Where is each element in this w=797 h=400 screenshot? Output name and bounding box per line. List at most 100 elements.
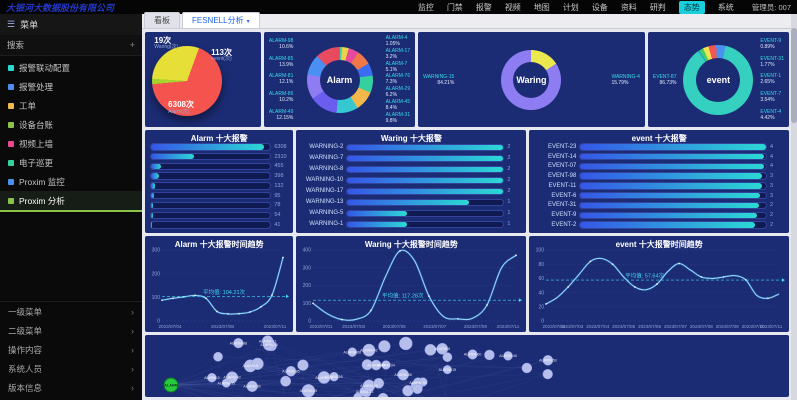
row-overview-donuts: 6308次 Alarm(次) 19次 Waring(次) 113次 event(次) Al… bbox=[145, 32, 789, 127]
bar-value: 78 bbox=[274, 202, 281, 209]
waring-trend-chart: 0 100 200 300 400 平均值: 117.28次 2023/07/01 2023/… bbox=[298, 247, 524, 330]
tab-active[interactable]: FESNELL分析 ▾ bbox=[182, 12, 260, 28]
top-menu-item[interactable]: 研判 bbox=[649, 2, 666, 12]
top-bar: 大银河大数据股份有限公司 监控 门禁 报警 视频 地图 计划 设备 资料 研判 态势 系统 管理员:… bbox=[0, 0, 797, 14]
bar-label: WARNING-17 bbox=[305, 188, 344, 195]
sidebar-item[interactable]: Proxim 监控 bbox=[0, 172, 142, 191]
svg-text:2023/07/03: 2023/07/03 bbox=[342, 324, 365, 329]
overview-pie-panel: 6308次 Alarm(次) 19次 Waring(次) 113次 event(次) bbox=[145, 32, 261, 127]
bar-track bbox=[346, 209, 505, 218]
sidebar-footer-item[interactable]: 二级菜单 › bbox=[0, 321, 142, 340]
top-menu-item[interactable]: 报警 bbox=[475, 2, 492, 12]
svg-text:ALARM-8: ALARM-8 bbox=[434, 347, 450, 351]
alarm-top10-bars: 6308 2310 455 398 132 95 78 54 41 bbox=[150, 142, 288, 230]
bar-row: WARNING-2 2 bbox=[301, 143, 521, 152]
bar-label: EVENT-31 bbox=[548, 202, 577, 209]
sidebar-footer-item[interactable]: 一级菜单 › bbox=[0, 302, 142, 321]
pie-chart bbox=[152, 46, 222, 116]
sidebar-header[interactable]: ☰ 菜单 bbox=[0, 14, 142, 35]
bar-track bbox=[150, 211, 272, 219]
top-menu-item[interactable]: 计划 bbox=[562, 2, 579, 12]
expand-icon: + bbox=[129, 40, 135, 50]
bar-track bbox=[150, 201, 272, 210]
bar-label: EVENT-9 bbox=[551, 212, 577, 219]
svg-text:ALARM-5: ALARM-5 bbox=[204, 376, 220, 380]
pie-slice-label: 19次 Waring(次) bbox=[154, 35, 179, 50]
bar-label: WARNING-8 bbox=[309, 166, 344, 173]
svg-text:0: 0 bbox=[309, 319, 312, 325]
bar-row: EVENT-6 3 bbox=[534, 192, 784, 200]
top-menu-item[interactable]: 监控 bbox=[417, 2, 434, 12]
svg-text:300: 300 bbox=[303, 265, 312, 271]
sidebar-item[interactable]: 设备台账 bbox=[0, 115, 142, 134]
donut-ring: Alarm bbox=[306, 46, 373, 113]
sidebar-footer-item[interactable]: 操作内容 › bbox=[0, 340, 142, 359]
top-menu-item[interactable]: 地图 bbox=[533, 2, 550, 12]
sidebar-item[interactable]: 报警处理 bbox=[0, 77, 142, 96]
bar-track bbox=[579, 182, 768, 190]
sidebar-item[interactable]: Proxim 分析 bbox=[0, 191, 142, 212]
chevron-down-icon: ▾ bbox=[246, 19, 250, 25]
sidebar-search[interactable]: 搜索 + bbox=[0, 35, 142, 56]
bar-value: 3 bbox=[770, 192, 774, 199]
bar-value: 132 bbox=[274, 182, 284, 189]
svg-text:200: 200 bbox=[152, 271, 161, 277]
top-menu-item[interactable]: 设备 bbox=[591, 2, 608, 12]
sidebar-item[interactable]: 电子巡更 bbox=[0, 153, 142, 172]
top-menu-item[interactable]: 视频 bbox=[504, 2, 521, 12]
bar-fill bbox=[151, 144, 265, 150]
alarm-trend-panel: Alarm 十大报警时间趋势 0 100 200 300 平均值: 104.21次 202… bbox=[145, 236, 294, 332]
bar-value: 2 bbox=[507, 188, 511, 195]
bar-value: 398 bbox=[274, 173, 284, 180]
bar-fill bbox=[151, 202, 154, 209]
donut-hole bbox=[513, 61, 550, 98]
vertical-scrollbar[interactable] bbox=[791, 14, 797, 400]
bar-label: EVENT-11 bbox=[548, 182, 577, 189]
sidebar-item-label: 视频上墙 bbox=[19, 138, 54, 149]
sidebar-footer-item[interactable]: 版本信息 › bbox=[0, 378, 142, 397]
sidebar-item[interactable]: 报警联动配置 bbox=[0, 58, 142, 77]
svg-text:ALARM-80: ALARM-80 bbox=[243, 385, 261, 389]
sidebar-item[interactable]: 工单 bbox=[0, 96, 142, 115]
row-trend-lines: Alarm 十大报警时间趋势 0 100 200 300 平均值: 104.21次 202… bbox=[145, 236, 790, 332]
sidebar-item-label: Proxim 分析 bbox=[19, 195, 65, 206]
top-menu-item[interactable]: 门禁 bbox=[446, 2, 463, 12]
chevron-right-icon: › bbox=[131, 306, 134, 317]
tab-item[interactable]: 看板 bbox=[144, 12, 180, 28]
bar-label: EVENT-23 bbox=[548, 143, 577, 150]
bar-fill bbox=[580, 173, 763, 179]
row-top10-bars: Alarm 十大报警 6308 2310 455 398 132 95 78 54 41 War… bbox=[145, 130, 790, 233]
bar-fill bbox=[347, 221, 407, 228]
svg-text:平均值: 104.21次: 平均值: 104.21次 bbox=[203, 288, 245, 296]
donut-center-label: Waring bbox=[516, 74, 547, 85]
sidebar-footer-item[interactable]: 系统人员 › bbox=[0, 359, 142, 378]
bar-track bbox=[346, 220, 505, 229]
bar-row: 455 bbox=[150, 162, 288, 171]
panel-title: event 十大报警 bbox=[631, 134, 687, 143]
bar-fill bbox=[580, 163, 765, 170]
menu-item-icon bbox=[8, 102, 14, 109]
top-menu-item[interactable]: 态势 bbox=[678, 0, 705, 14]
bar-track bbox=[346, 187, 505, 196]
sidebar-item-label: 报警处理 bbox=[19, 81, 54, 92]
chevron-right-icon: › bbox=[131, 363, 134, 374]
bar-row: WARNING-8 2 bbox=[301, 165, 521, 174]
top-menu-item[interactable]: 系统 bbox=[717, 2, 734, 12]
scrollbar-thumb[interactable] bbox=[791, 28, 797, 123]
svg-text:ALARM-15: ALARM-15 bbox=[439, 368, 457, 372]
bar-track bbox=[150, 162, 272, 171]
donut-callout: EVENT-31 1.77% bbox=[760, 55, 784, 68]
alarm-network-panel: ALARM-60ALARM-8ALARM-91ALARM-91ALARM-85A… bbox=[145, 335, 789, 397]
network-graph-svg: ALARM-60ALARM-8ALARM-91ALARM-91ALARM-85A… bbox=[163, 335, 557, 397]
bar-value: 2 bbox=[507, 177, 511, 184]
svg-text:2023/07/06: 2023/07/06 bbox=[638, 324, 661, 329]
top-menu-item[interactable]: 资料 bbox=[620, 2, 637, 12]
menu-item-icon bbox=[8, 140, 14, 147]
line-chart-svg: 0 100 200 300 平均值: 104.21次 2023/07/04 2023/07/… bbox=[152, 248, 289, 329]
line-chart-svg: 0 100 200 300 400 平均值: 117.28次 2023/07/01 2023/… bbox=[303, 248, 523, 329]
bar-track bbox=[579, 152, 768, 161]
svg-text:平均值: 117.28次: 平均值: 117.28次 bbox=[382, 292, 424, 300]
alarm-network-graph: ALARM-60ALARM-8ALARM-91ALARM-91ALARM-85A… bbox=[145, 335, 789, 397]
sidebar-item[interactable]: 视频上墙 bbox=[0, 134, 142, 153]
svg-text:80: 80 bbox=[539, 262, 545, 268]
